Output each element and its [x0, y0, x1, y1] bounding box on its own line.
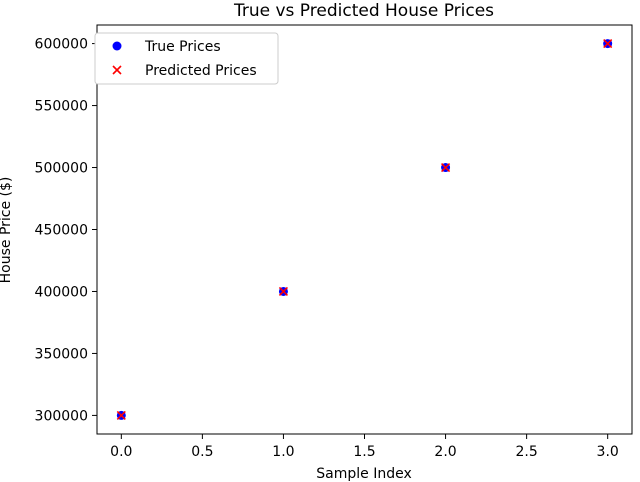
x-tick-label: 1.5	[353, 444, 375, 460]
y-axis-ticks: 300000 350000 400000 450000 500000 550000 6000…	[35, 37, 97, 424]
chart-title: True vs Predicted House Prices	[233, 1, 494, 21]
x-tick-label: 2.5	[515, 444, 537, 460]
x-axis-label: Sample Index	[316, 466, 411, 482]
y-tick-label: 350000	[35, 346, 88, 362]
predicted-price-point	[603, 39, 613, 49]
x-tick-label: 2.0	[434, 444, 456, 460]
x-tick-label: 0.5	[191, 444, 213, 460]
data-points	[116, 39, 613, 420]
y-tick-label: 400000	[35, 284, 88, 300]
y-tick-label: 300000	[35, 408, 88, 424]
x-tick-label: 0.0	[110, 444, 132, 460]
legend-label: Predicted Prices	[145, 63, 257, 79]
legend-box	[94, 32, 279, 85]
y-axis-label: House Price ($)	[0, 177, 14, 284]
x-tick-label: 1.0	[272, 444, 294, 460]
predicted-price-point	[278, 286, 289, 297]
y-tick-label: 550000	[35, 99, 88, 115]
predicted-price-point	[116, 410, 126, 420]
legend: True Prices Predicted Prices	[94, 32, 279, 85]
y-tick-label: 500000	[35, 161, 88, 177]
legend-marker-x	[112, 65, 122, 75]
x-tick-label: 3.0	[597, 444, 619, 460]
x-axis-ticks: 0.0 0.5 1.0 1.5 2.0 2.5 3.0	[110, 434, 619, 460]
legend-marker-circle	[112, 41, 122, 51]
plot-frame	[96, 24, 633, 435]
plot-area	[96, 24, 633, 435]
legend-label: True Prices	[144, 39, 221, 55]
y-tick-label: 600000	[35, 37, 88, 53]
y-tick-label: 450000	[35, 223, 88, 239]
predicted-price-point	[440, 162, 451, 173]
